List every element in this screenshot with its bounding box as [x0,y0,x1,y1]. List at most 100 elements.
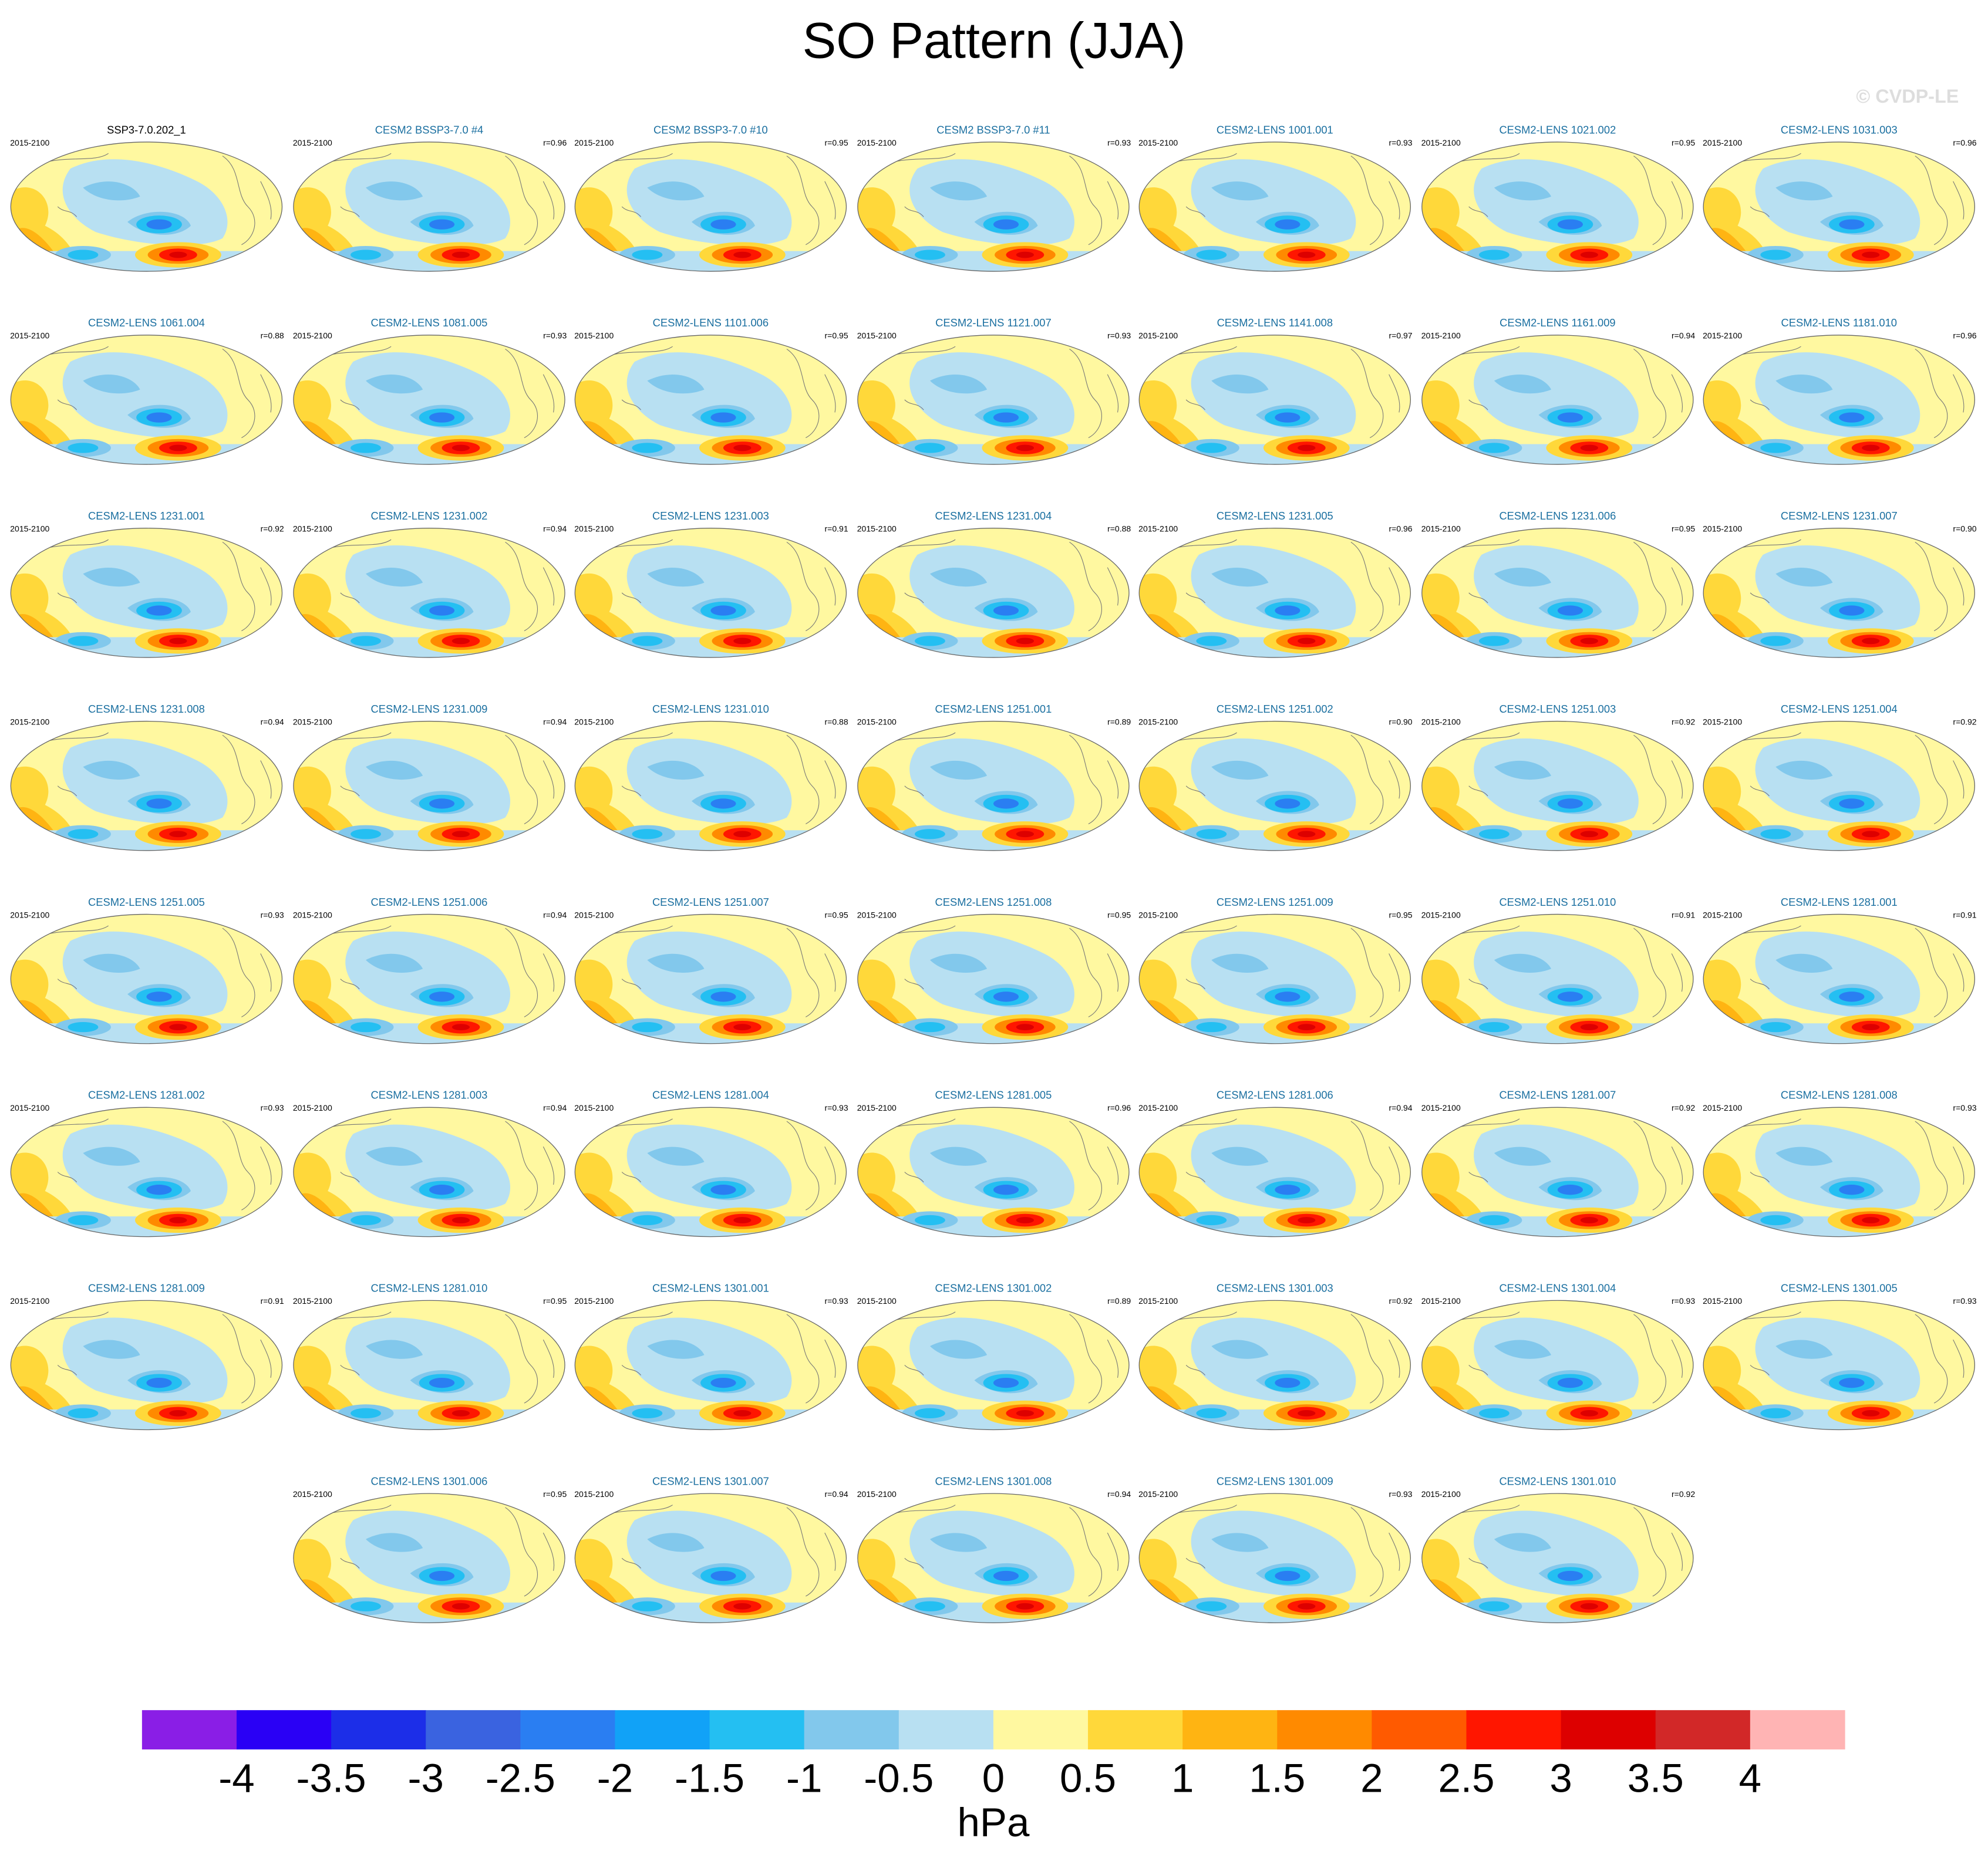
panel: CESM2-LENS 1251.002 2015-2100 r=0.90 [1135,703,1414,855]
period-label: 2015-2100 [857,1489,897,1499]
correlation-label: r=0.94 [1672,331,1695,340]
correlation-label: r=0.93 [1389,138,1412,147]
panel-title: CESM2-LENS 1231.004 [935,510,1052,522]
correlation-label: r=0.95 [1672,138,1695,147]
panel-title: SSP3-7.0.202_1 [107,123,186,136]
correlation-label: r=0.93 [261,1103,284,1112]
colorbar-tick-label: -1.5 [675,1755,744,1800]
correlation-label: r=0.92 [1672,1489,1695,1499]
correlation-label: r=0.91 [825,524,848,534]
panel: CESM2-LENS 1161.009 2015-2100 r=0.94 [1418,316,1697,469]
map [854,716,1133,856]
correlation-label: r=0.95 [543,1296,567,1306]
period-label: 2015-2100 [293,1103,332,1112]
correlation-label: r=0.92 [1953,717,1976,726]
panel-title: CESM2-LENS 1281.006 [1217,1089,1333,1101]
colorbar-tick-label: 4 [1739,1755,1761,1800]
map [854,1102,1133,1242]
period-label: 2015-2100 [1703,910,1742,919]
period-label: 2015-2100 [574,1296,614,1306]
period-label: 2015-2100 [1421,524,1461,534]
period-label: 2015-2100 [1703,1296,1742,1306]
map [1418,1102,1697,1242]
correlation-label: r=0.93 [1672,1296,1695,1306]
map [1700,137,1979,276]
period-label: 2015-2100 [857,717,897,726]
watermark: © CVDP-LE [1856,86,1959,107]
map [7,330,286,470]
panel: CESM2-LENS 1301.008 2015-2100 r=0.94 [854,1475,1133,1628]
figure-title: SO Pattern (JJA) [803,12,1186,69]
period-label: 2015-2100 [1421,1296,1461,1306]
correlation-label: r=0.93 [825,1296,848,1306]
map [854,909,1133,1049]
correlation-label: r=0.93 [825,1103,848,1112]
correlation-label: r=0.92 [261,524,284,534]
period-label: 2015-2100 [857,1103,897,1112]
correlation-label: r=0.93 [543,331,567,340]
panel-title: CESM2-LENS 1061.004 [88,316,205,329]
map [1700,523,1979,663]
panel: CESM2-LENS 1231.001 2015-2100 r=0.92 [7,510,286,662]
panel: CESM2-LENS 1231.006 2015-2100 r=0.95 [1418,510,1697,662]
map [854,523,1133,663]
period-label: 2015-2100 [10,138,49,147]
panel-title: CESM2-LENS 1141.008 [1217,316,1333,329]
panel-title: CESM2-LENS 1281.005 [935,1089,1052,1101]
period-label: 2015-2100 [1421,910,1461,919]
panel: CESM2-LENS 1251.001 2015-2100 r=0.89 [854,703,1133,855]
panel-title: CESM2-LENS 1161.009 [1500,316,1615,329]
panel: CESM2-LENS 1281.010 2015-2100 r=0.95 [289,1282,568,1435]
colorbar-box [1561,1710,1656,1750]
map [1135,137,1414,276]
panel-title: CESM2-LENS 1301.004 [1499,1282,1616,1294]
map [289,716,568,856]
colorbar-box [1088,1710,1183,1750]
period-label: 2015-2100 [293,1489,332,1499]
correlation-label: r=0.95 [825,138,848,147]
colorbar-box [1277,1710,1373,1750]
panel-title: CESM2-LENS 1281.002 [88,1089,205,1101]
period-label: 2015-2100 [293,331,332,340]
panel-title: CESM2-LENS 1231.010 [652,703,769,715]
period-label: 2015-2100 [1138,1103,1178,1112]
panel: CESM2 BSSP3-7.0 #4 2015-2100 r=0.96 [289,123,568,276]
panel-title: CESM2-LENS 1301.009 [1217,1475,1333,1488]
panel-title: CESM2-LENS 1281.007 [1499,1089,1616,1101]
colorbar-tick-label: 3 [1549,1755,1572,1800]
colorbar-tick-label: 2 [1360,1755,1383,1800]
panel-title: CESM2-LENS 1001.001 [1217,123,1333,136]
correlation-label: r=0.91 [261,1296,284,1306]
period-label: 2015-2100 [1138,717,1178,726]
map [571,1102,850,1242]
panel: CESM2-LENS 1301.007 2015-2100 r=0.94 [571,1475,850,1628]
correlation-label: r=0.93 [1953,1296,1976,1306]
panel-title: CESM2-LENS 1181.010 [1781,316,1897,329]
colorbar-box [331,1710,426,1750]
panel-title: CESM2-LENS 1231.005 [1217,510,1333,522]
panel-title: CESM2-LENS 1251.004 [1781,703,1898,715]
map [571,523,850,663]
correlation-label: r=0.94 [825,1489,848,1499]
panel-title: CESM2-LENS 1281.001 [1781,896,1898,908]
colorbar-box [236,1710,332,1750]
colorbar-box [804,1710,899,1750]
panel-title: CESM2-LENS 1081.005 [371,316,488,329]
panel-title: CESM2-LENS 1301.003 [1217,1282,1333,1294]
map [289,137,568,276]
period-label: 2015-2100 [857,524,897,534]
map [289,523,568,663]
panel: CESM2-LENS 1301.010 2015-2100 r=0.92 [1418,1475,1697,1628]
correlation-label: r=0.91 [1672,910,1695,919]
panel: CESM2-LENS 1281.003 2015-2100 r=0.94 [289,1089,568,1242]
map [1135,1102,1414,1242]
correlation-label: r=0.96 [1953,138,1976,147]
correlation-label: r=0.92 [1672,717,1695,726]
period-label: 2015-2100 [1421,331,1461,340]
panel-title: CESM2-LENS 1231.007 [1781,510,1898,522]
colorbar-box [1372,1710,1467,1750]
colorbar-tick-label: 3.5 [1628,1755,1684,1800]
panel: CESM2-LENS 1231.007 2015-2100 r=0.90 [1700,510,1979,662]
colorbar-tick-label: 0 [982,1755,1005,1800]
panel: CESM2-LENS 1281.005 2015-2100 r=0.96 [854,1089,1133,1242]
